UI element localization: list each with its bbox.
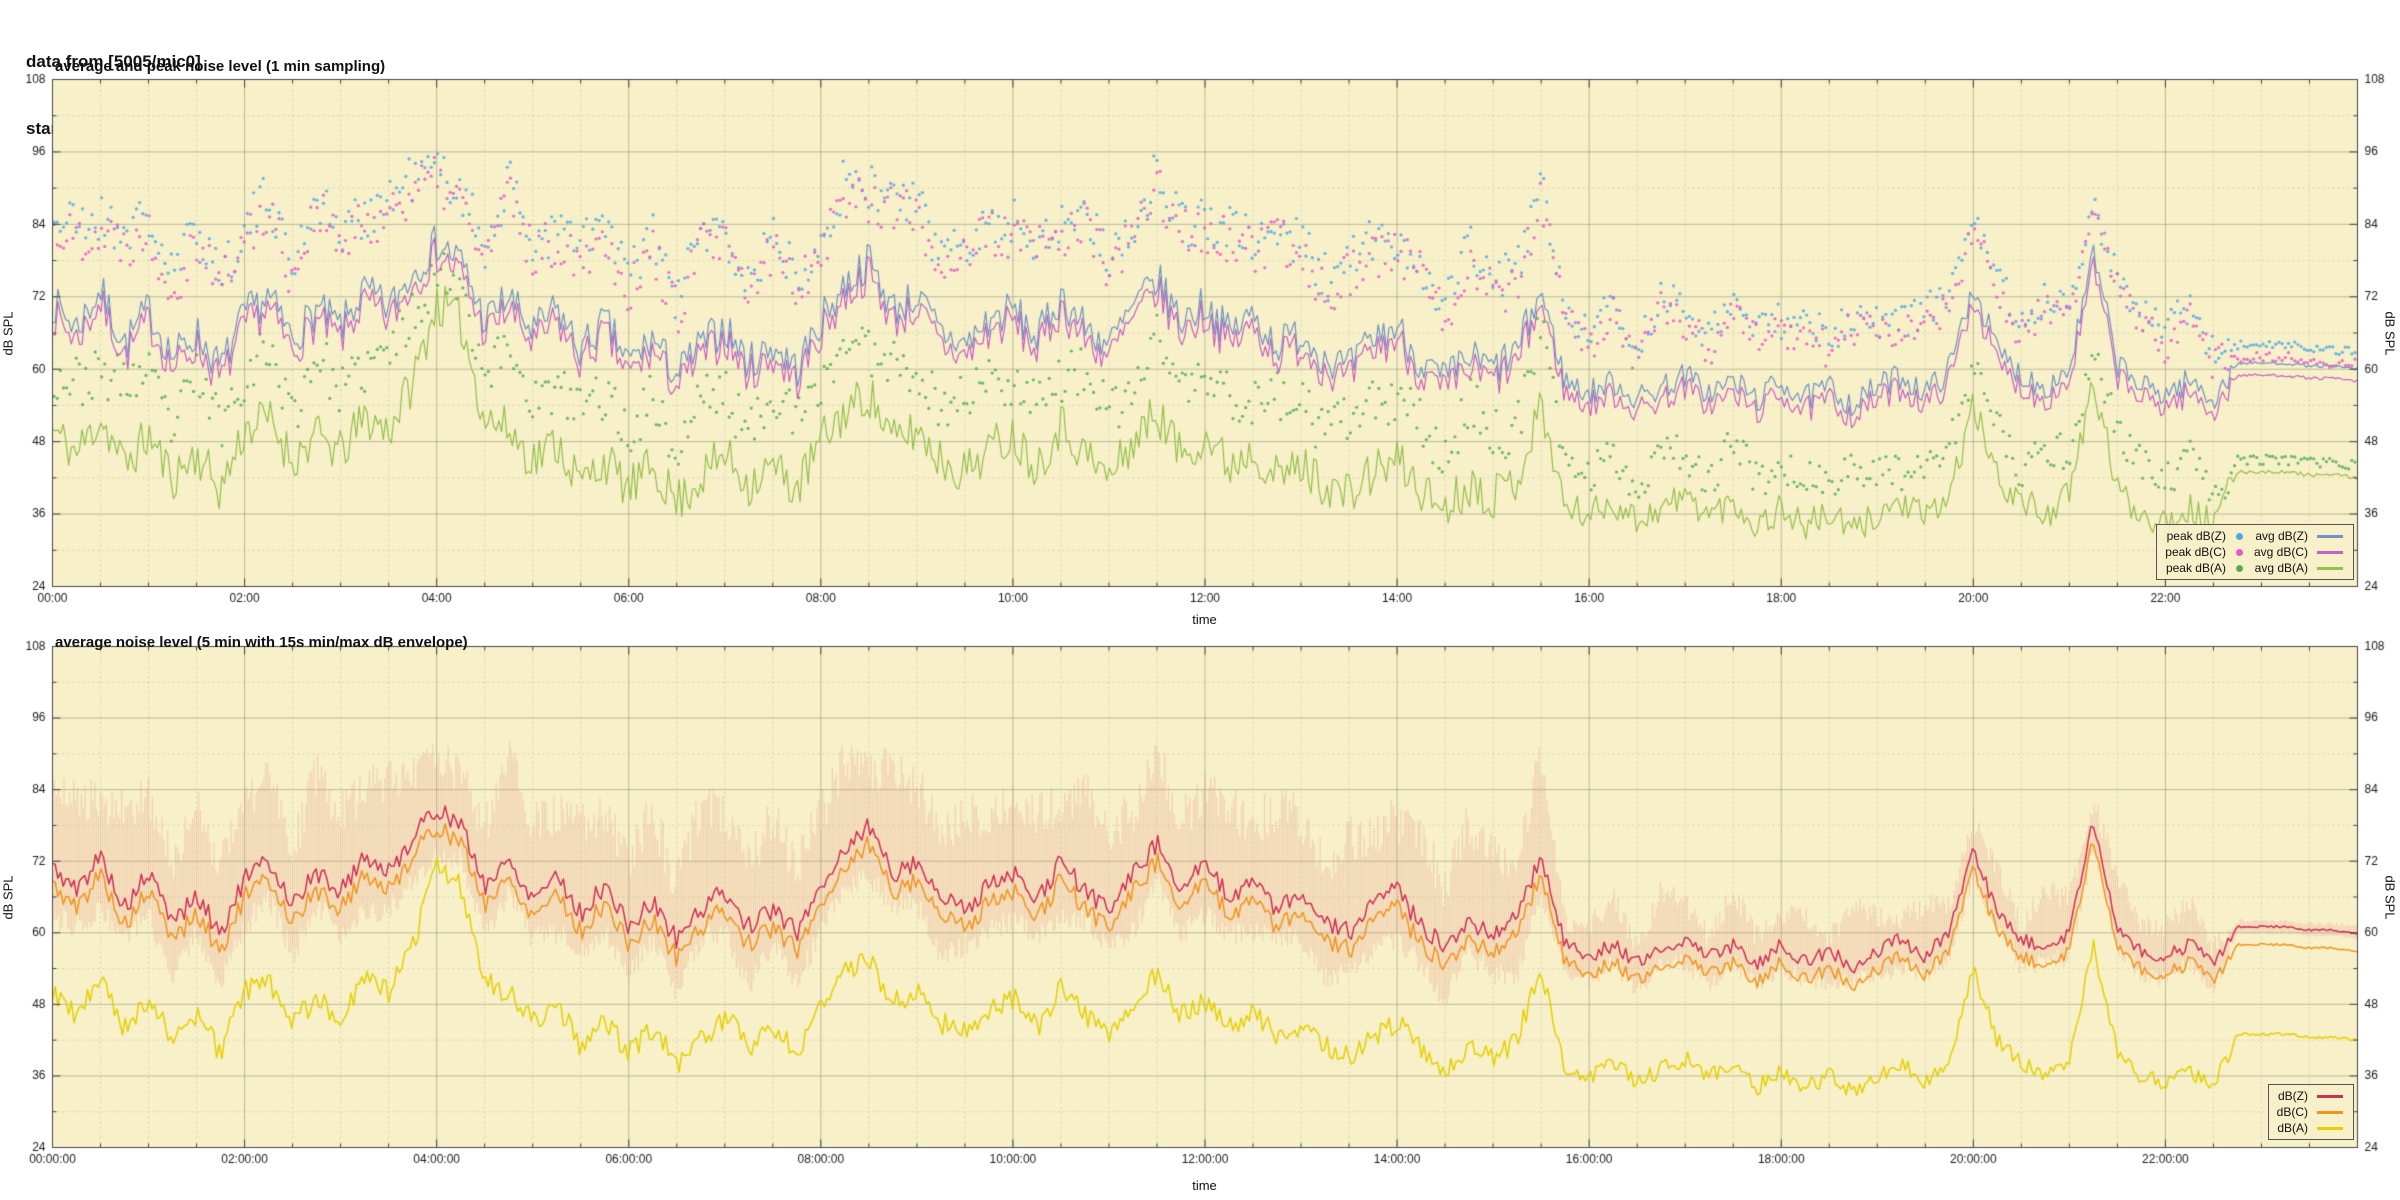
legend-label-avg-dba: avg dB(A): [2254, 561, 2308, 575]
chart-top-legend: peak dB(Z) avg dB(Z) peak dB(C) avg dB(C…: [2156, 524, 2354, 580]
legend-label-dbz: dB(Z): [2278, 1089, 2308, 1103]
chart-bottom-ylabel-left: dB SPL: [0, 875, 16, 920]
chart-top-section: average and peak noise level (1 min samp…: [0, 46, 2400, 632]
chart-bottom-section: average noise level (5 min with 15s min/…: [0, 632, 2400, 1200]
legend-label-dba: dB(A): [2277, 1121, 2308, 1135]
chart-top-ylabel-left: dB SPL: [0, 311, 16, 356]
legend-dot-marker-peak-dbc: [2236, 548, 2244, 556]
chart-top-xlabel: time: [1192, 612, 1217, 627]
legend-line-marker-dba: [2317, 1126, 2343, 1130]
chart-top-plot-canvas: [0, 46, 2400, 632]
chart-top-title: average and peak noise level (1 min samp…: [55, 58, 386, 75]
legend-label-peak-dba: peak dB(A): [2165, 561, 2226, 575]
chart-bottom-title: average noise level (5 min with 15s min/…: [55, 634, 468, 651]
chart-top-ylabel-right: dB SPL: [2382, 311, 2398, 356]
legend-line-marker-avg-dbz: [2317, 534, 2343, 538]
legend-dot-marker-peak-dbz: [2236, 532, 2244, 540]
legend-line-marker-avg-dbc: [2317, 550, 2343, 554]
legend-line-marker-dbz: [2317, 1094, 2343, 1098]
legend-label-peak-dbz: peak dB(Z): [2166, 529, 2226, 543]
legend-line-marker-avg-dba: [2317, 566, 2343, 570]
legend-line-marker-dbc: [2317, 1110, 2343, 1114]
chart-bottom-xlabel: time: [1192, 1178, 1217, 1193]
legend-label-avg-dbz: avg dB(Z): [2255, 529, 2308, 543]
chart-bottom-legend: dB(Z) dB(C) dB(A): [2267, 1084, 2354, 1140]
legend-label-peak-dbc: peak dB(C): [2165, 545, 2226, 559]
legend-label-avg-dbc: avg dB(C): [2253, 545, 2308, 559]
legend-label-dbc: dB(C): [2276, 1105, 2308, 1119]
chart-bottom-ylabel-right: dB SPL: [2382, 875, 2398, 920]
legend-dot-marker-peak-dba: [2236, 564, 2244, 572]
chart-bottom-plot-canvas: [0, 632, 2400, 1200]
